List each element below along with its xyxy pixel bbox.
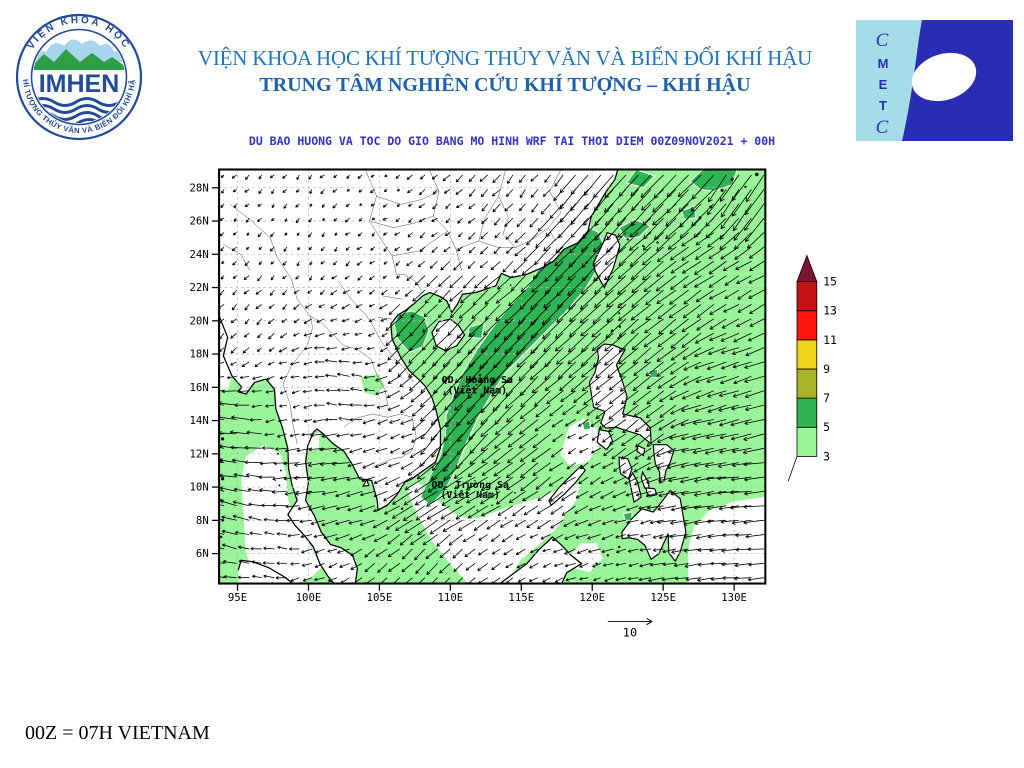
wind-speed-legend: 3 5 7 9 11 13 15 [787, 254, 837, 482]
svg-text:8N: 8N [196, 514, 209, 527]
cmetc-letters: C M E T C [876, 30, 889, 138]
svg-text:100E: 100E [296, 591, 322, 604]
svg-text:26N: 26N [190, 215, 209, 228]
svg-text:12N: 12N [190, 447, 209, 460]
legend-tick-label: 5 [823, 420, 830, 434]
island-sublabel: (Việt Nam) [440, 489, 499, 501]
imhen-logo: VIỆN KHOA HỌC KHÍ TƯỢNG THỦY VĂN VÀ BIẾN… [8, 6, 143, 141]
legend-tick-label: 7 [823, 391, 830, 405]
legend-tick-label: 13 [823, 304, 837, 318]
island-label: QD. Hoàng Sa [442, 374, 513, 386]
svg-text:130E: 130E [721, 591, 747, 604]
axes: 28N 26N 24N 22N 20N 18N 16N 14N 12N 10N 8N 6N 95E 100… [190, 181, 747, 604]
svg-text:T: T [879, 98, 887, 113]
svg-text:22N: 22N [190, 281, 209, 294]
cmetc-logo: C M E T C [856, 20, 1013, 141]
svg-text:105E: 105E [367, 591, 393, 604]
island-sublabel: (Việt Nam) [448, 384, 507, 396]
cmetc-ellipse [911, 52, 977, 102]
svg-text:24N: 24N [190, 248, 209, 261]
svg-text:20N: 20N [190, 314, 209, 327]
svg-text:18N: 18N [190, 348, 209, 361]
svg-text:C: C [876, 117, 889, 138]
svg-text:M: M [878, 56, 889, 71]
svg-text:110E: 110E [438, 591, 464, 604]
legend-tick-label: 9 [823, 362, 830, 376]
svg-text:6N: 6N [196, 547, 209, 560]
forecast-subtitle: DU BAO HUONG VA TOC DO GIO BANG MO HINH … [248, 134, 776, 148]
svg-text:95E: 95E [228, 591, 247, 604]
institute-title: VIỆN KHOA HỌC KHÍ TƯỢNG THỦY VĂN VÀ BIẾN… [197, 46, 813, 70]
timezone-note: 00Z = 07H VIETNAM [25, 722, 210, 744]
imhen-acronym: IMHEN [39, 70, 120, 98]
svg-text:E: E [879, 77, 888, 92]
map-layers: QD. Hoàng Sa(Việt Nam)QD. Trường Sa(Việt… [219, 169, 766, 584]
svg-text:10N: 10N [190, 481, 209, 494]
imhen-mountains [33, 49, 125, 70]
island-label: QD. Trường Sa [432, 479, 509, 491]
svg-text:115E: 115E [508, 591, 534, 604]
wind-reference-arrow [607, 617, 653, 626]
imhen-clouds [33, 39, 125, 62]
wind-vectors [219, 174, 765, 584]
svg-text:125E: 125E [650, 591, 676, 604]
wind-forecast-map: QD. Hoàng Sa(Việt Nam)QD. Trường Sa(Việt… [190, 168, 837, 640]
map-frame [218, 168, 767, 585]
svg-text:C: C [876, 30, 889, 51]
svg-text:16N: 16N [190, 381, 209, 394]
legend-tick-label: 15 [823, 275, 837, 289]
wind-reference-label: 10 [623, 626, 637, 640]
center-title: TRUNG TÂM NGHIÊN CỨU KHÍ TƯỢNG – KHÍ HẬU [259, 74, 751, 96]
svg-text:14N: 14N [190, 414, 209, 427]
legend-tick-label: 3 [823, 449, 830, 463]
svg-text:28N: 28N [190, 181, 209, 194]
legend-tick-label: 11 [823, 333, 837, 347]
svg-text:120E: 120E [579, 591, 605, 604]
